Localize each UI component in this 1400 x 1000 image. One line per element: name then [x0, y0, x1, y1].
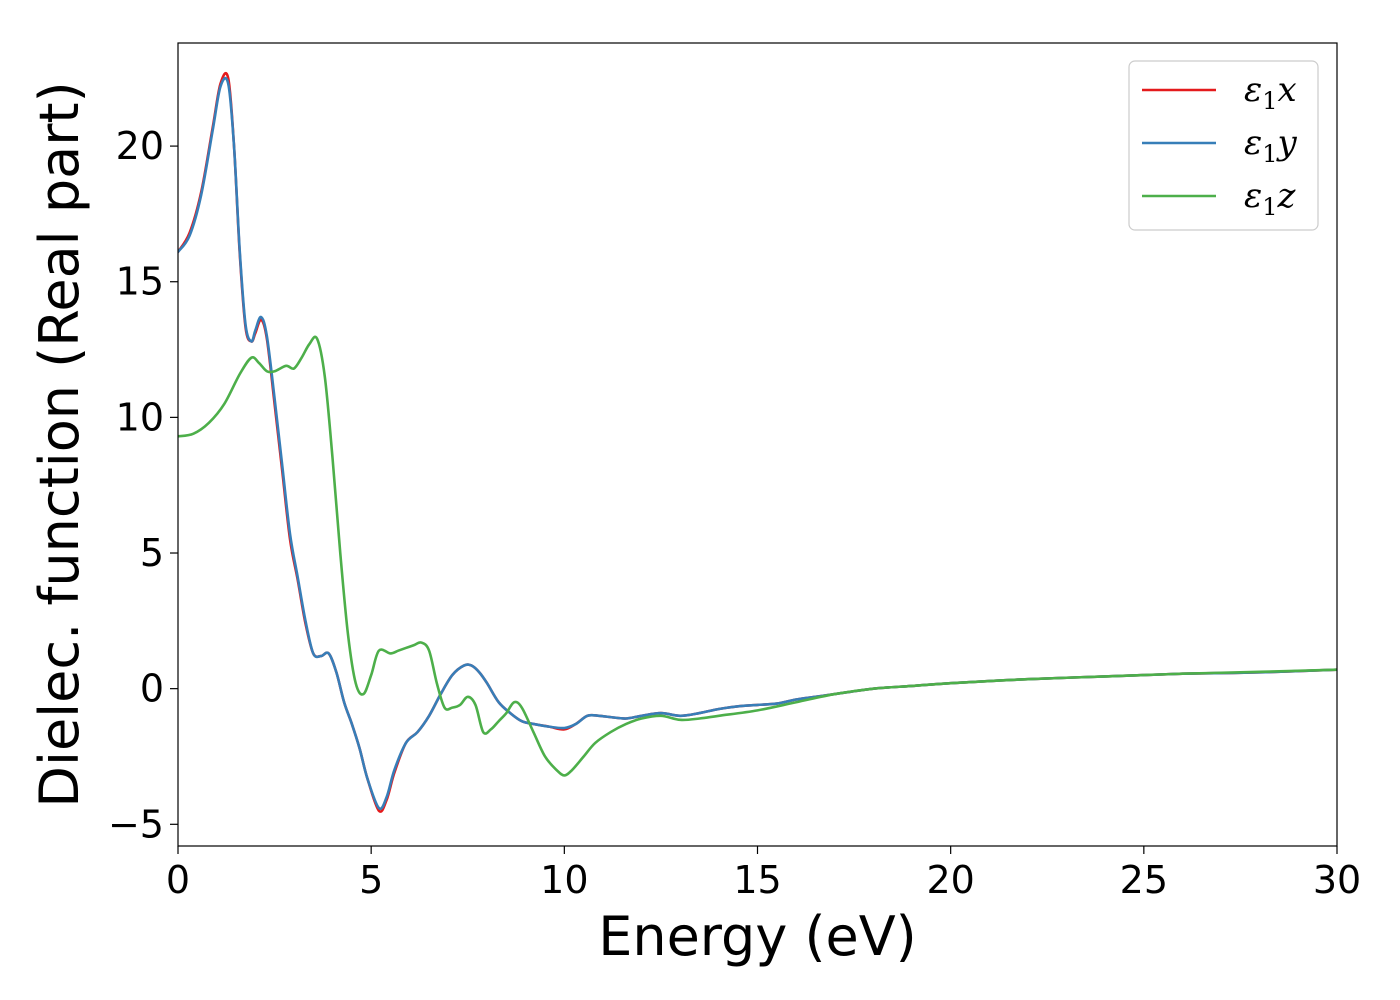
x-tick-label: 20: [926, 858, 974, 902]
y-tick-label: −5: [108, 802, 164, 846]
series-line-z: [178, 335, 1337, 777]
x-tick-label: 15: [733, 858, 781, 902]
legend: ε1x ε1y ε1z: [1128, 60, 1319, 231]
x-axis-label: Energy (eV): [598, 905, 917, 968]
legend-label-z: ε1z: [1244, 176, 1297, 221]
y-axis-label: Dielec. function (Real part): [28, 81, 91, 807]
y-tick-label: 10: [116, 395, 164, 439]
x-tick-label: 25: [1120, 858, 1168, 902]
x-tick-label: 30: [1313, 858, 1361, 902]
series-layer: [178, 71, 1337, 813]
y-tick-label: 15: [116, 260, 164, 304]
x-axis-ticks: 0 5 10 15 20 25 30: [166, 846, 1361, 902]
series-line-y: [178, 76, 1337, 811]
legend-label-y: ε1y: [1244, 123, 1298, 168]
y-axis-ticks: −5 0 5 10 15 20: [108, 124, 178, 846]
y-tick-label: 5: [140, 531, 164, 575]
legend-box: [1128, 60, 1319, 231]
legend-label-x: ε1x: [1244, 70, 1297, 115]
x-tick-label: 5: [359, 858, 383, 902]
y-tick-label: 0: [140, 667, 164, 711]
y-tick-label: 20: [116, 124, 164, 168]
x-tick-label: 10: [540, 858, 588, 902]
x-tick-label: 0: [166, 858, 190, 902]
